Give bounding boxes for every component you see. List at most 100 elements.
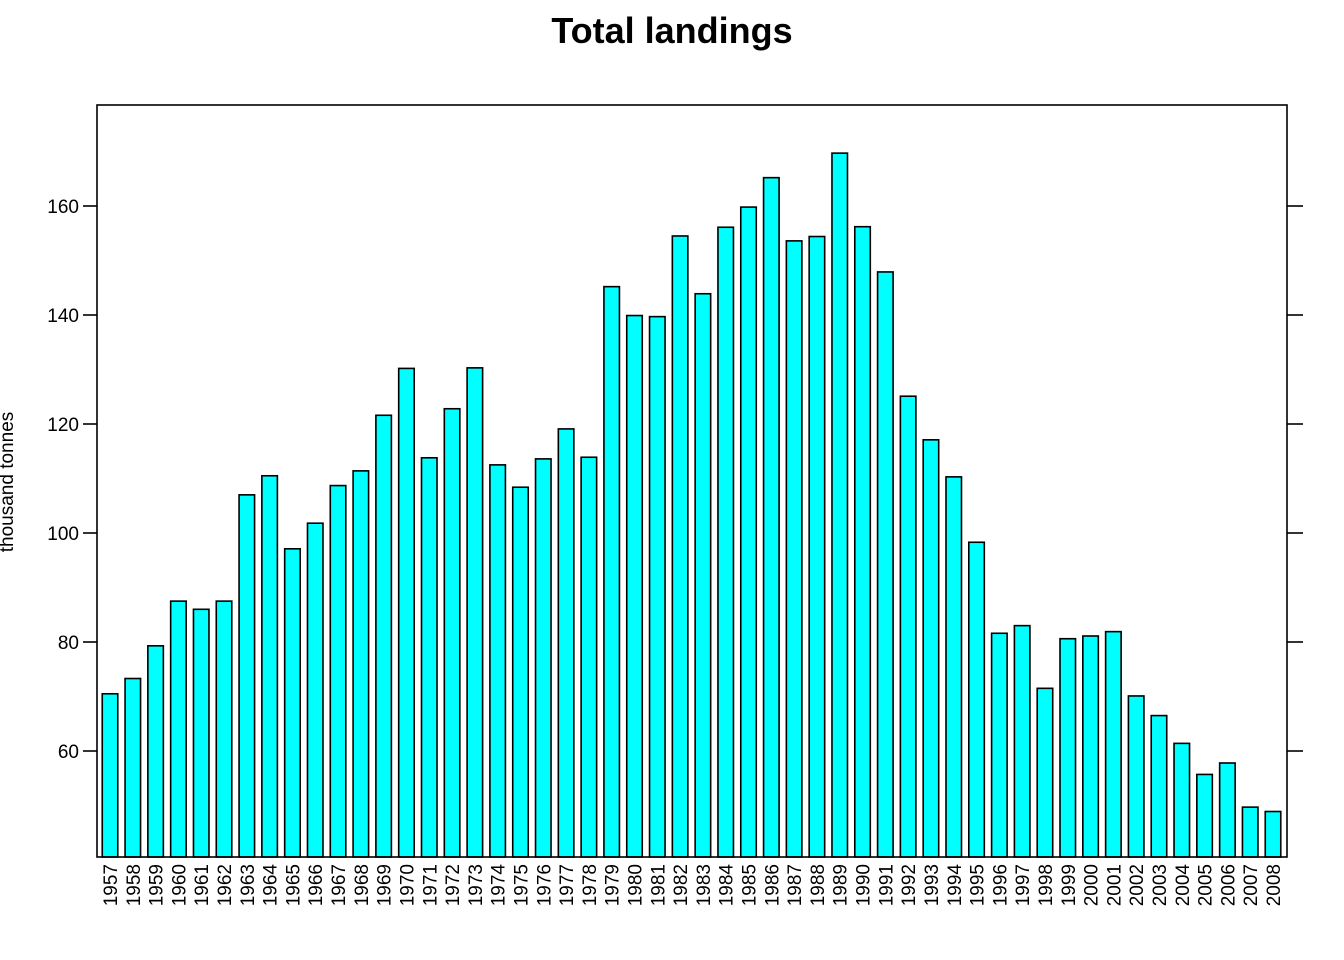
x-tick-label: 1971 bbox=[420, 864, 441, 906]
bar-1966 bbox=[306, 522, 324, 858]
y-tick-label: 160 bbox=[47, 197, 79, 218]
x-tick-label: 1982 bbox=[671, 864, 692, 906]
bar-1992 bbox=[899, 395, 917, 858]
x-tick-label: 1994 bbox=[945, 864, 966, 907]
x-tick-label: 1973 bbox=[466, 864, 487, 906]
bar-2005 bbox=[1196, 773, 1214, 858]
y-tick-label: 100 bbox=[47, 524, 79, 545]
x-tick-label: 1978 bbox=[580, 864, 601, 906]
y-axis-title: thousand tonnes bbox=[0, 412, 18, 553]
bar-1970 bbox=[397, 367, 416, 858]
x-tick-label: 1993 bbox=[922, 864, 943, 906]
x-tick-label: 1999 bbox=[1059, 864, 1080, 906]
bar-2000 bbox=[1082, 635, 1100, 858]
plot-frame bbox=[96, 104, 1288, 858]
x-tick-label: 1975 bbox=[511, 864, 532, 906]
x-tick-label: 1995 bbox=[968, 864, 989, 906]
bar-2007 bbox=[1241, 806, 1259, 858]
bar-1985 bbox=[739, 206, 758, 858]
bar-1980 bbox=[625, 314, 644, 858]
x-tick-label: 1990 bbox=[854, 864, 875, 906]
bar-1969 bbox=[375, 414, 393, 858]
x-tick-label: 1991 bbox=[876, 864, 897, 906]
x-tick-label: 1983 bbox=[694, 864, 715, 906]
x-tick-label: 1989 bbox=[831, 864, 852, 906]
x-tick-label: 2008 bbox=[1264, 864, 1285, 906]
x-tick-label: 2005 bbox=[1196, 864, 1217, 906]
bar-1964 bbox=[261, 474, 279, 858]
bar-1995 bbox=[967, 541, 986, 858]
x-tick-label: 2000 bbox=[1082, 864, 1103, 906]
bar-2006 bbox=[1218, 762, 1236, 858]
x-tick-label: 1962 bbox=[215, 864, 236, 906]
bar-1959 bbox=[147, 645, 165, 858]
x-tick-label: 1981 bbox=[648, 864, 669, 906]
bar-1960 bbox=[169, 600, 187, 858]
bar-1962 bbox=[215, 600, 233, 858]
bar-1958 bbox=[124, 677, 142, 858]
bar-1972 bbox=[443, 407, 461, 858]
bar-1982 bbox=[671, 235, 689, 858]
chart-title: Total landings bbox=[551, 10, 792, 51]
bar-2003 bbox=[1150, 714, 1168, 858]
bar-2001 bbox=[1104, 630, 1122, 858]
bar-1991 bbox=[876, 271, 894, 858]
x-tick-label: 2006 bbox=[1218, 864, 1239, 906]
x-tick-label: 1996 bbox=[990, 864, 1011, 906]
bar-1993 bbox=[922, 439, 940, 858]
bar-1977 bbox=[557, 428, 575, 858]
x-tick-label: 1979 bbox=[603, 864, 624, 906]
x-tick-label: 2003 bbox=[1150, 864, 1171, 906]
x-tick-label: 1965 bbox=[283, 864, 304, 906]
bar-1963 bbox=[238, 494, 256, 858]
bar-1971 bbox=[420, 456, 438, 858]
bar-1987 bbox=[785, 240, 803, 858]
x-tick-label: 1997 bbox=[1013, 864, 1034, 906]
bar-1968 bbox=[352, 470, 370, 858]
x-tick-label: 1961 bbox=[192, 864, 213, 906]
x-tick-label: 1958 bbox=[124, 864, 145, 906]
bar-1967 bbox=[329, 484, 347, 858]
x-tick-label: 1969 bbox=[375, 864, 396, 906]
x-tick-label: 2002 bbox=[1127, 864, 1148, 906]
bar-1975 bbox=[511, 486, 530, 858]
bar-1981 bbox=[648, 315, 666, 858]
x-tick-label: 1992 bbox=[899, 864, 920, 906]
bar-1986 bbox=[762, 176, 780, 858]
bar-1997 bbox=[1013, 624, 1031, 858]
y-tick-label: 140 bbox=[47, 306, 79, 327]
bar-2008 bbox=[1264, 810, 1282, 858]
bar-1979 bbox=[603, 285, 621, 858]
x-tick-label: 1985 bbox=[740, 864, 761, 906]
bar-1983 bbox=[694, 292, 712, 858]
bar-1999 bbox=[1059, 637, 1077, 858]
x-tick-label: 1977 bbox=[557, 864, 578, 906]
x-tick-label: 1970 bbox=[397, 864, 418, 906]
bars-group bbox=[101, 152, 1282, 858]
x-axis: 1957 1958 1959 1960 1961 1962 1963 1964 1965 1966… bbox=[101, 864, 1285, 907]
x-tick-label: 1976 bbox=[534, 864, 555, 906]
x-tick-label: 1964 bbox=[261, 864, 282, 907]
bar-1957 bbox=[101, 692, 119, 858]
bar-1998 bbox=[1036, 687, 1054, 858]
x-tick-label: 1972 bbox=[443, 864, 464, 906]
x-tick-label: 1987 bbox=[785, 864, 806, 906]
bar-1990 bbox=[853, 225, 872, 858]
x-tick-label: 1988 bbox=[808, 864, 829, 906]
x-tick-label: 2004 bbox=[1173, 864, 1194, 907]
y-tick-label: 80 bbox=[58, 633, 79, 654]
x-tick-label: 1968 bbox=[352, 864, 373, 906]
bar-1961 bbox=[192, 608, 210, 858]
x-tick-label: 1980 bbox=[625, 864, 646, 906]
bar-1988 bbox=[808, 235, 826, 858]
y-axis: 60 80 100 120 140 160 bbox=[47, 197, 1303, 763]
bar-1989 bbox=[831, 152, 849, 858]
x-tick-label: 2007 bbox=[1241, 864, 1262, 906]
x-tick-label: 2001 bbox=[1104, 864, 1125, 906]
y-tick-label: 60 bbox=[58, 742, 79, 763]
x-tick-label: 1967 bbox=[329, 864, 350, 906]
bar-1978 bbox=[580, 456, 598, 858]
x-tick-label: 1974 bbox=[489, 864, 510, 907]
bar-1976 bbox=[534, 458, 552, 858]
bar-2002 bbox=[1127, 695, 1145, 858]
